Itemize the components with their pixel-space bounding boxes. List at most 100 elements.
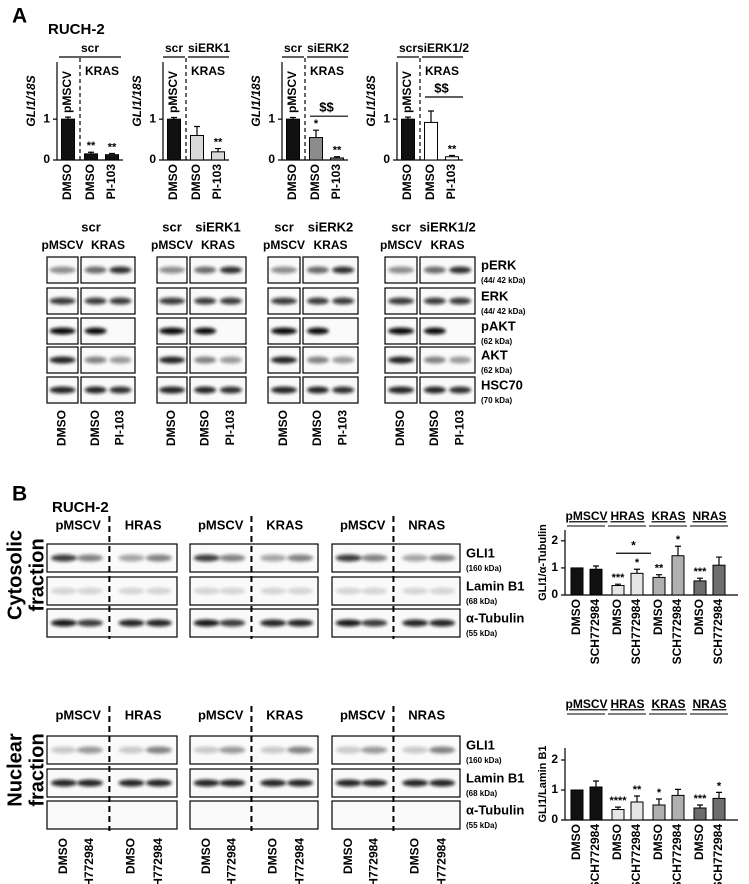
band <box>449 356 472 364</box>
band <box>145 746 172 754</box>
band <box>388 386 414 394</box>
protein-label: α-Tubulin <box>466 802 524 817</box>
y-tick-label: 0 <box>268 152 275 166</box>
blot-frame <box>46 800 178 830</box>
bar <box>105 154 119 161</box>
significance: * <box>657 787 662 799</box>
band <box>76 587 103 595</box>
treatment-label: DMSO <box>341 838 355 874</box>
y-axis-label: GLI1/18S <box>130 75 144 126</box>
treatment-label: DMSO <box>276 410 290 446</box>
band <box>388 327 414 335</box>
band <box>287 619 314 627</box>
treatment-label: DMSO <box>88 410 102 446</box>
group-header: HRAS <box>610 509 644 523</box>
y-tick-label: 1 <box>383 111 390 125</box>
band <box>429 746 456 754</box>
protein-size: (160 kDa) <box>466 564 502 573</box>
band <box>76 554 103 562</box>
protein-size: (55 kDa) <box>466 629 497 638</box>
band <box>109 386 132 394</box>
panel-label: B <box>12 483 27 506</box>
band <box>219 386 242 394</box>
x-tick-label: PI-103 <box>329 164 343 200</box>
y-tick-label: 1 <box>551 782 558 796</box>
band <box>145 587 172 595</box>
band <box>260 587 287 595</box>
lane-label: pMSCV <box>151 238 193 252</box>
lane-label: KRAS <box>91 238 125 252</box>
bar <box>671 794 685 821</box>
group-header: scr <box>399 41 417 55</box>
band <box>76 746 103 754</box>
x-tick-label: SCH772984 <box>629 599 643 665</box>
band <box>50 587 77 595</box>
error-bar <box>593 780 599 787</box>
treatment-label: PI-103 <box>452 410 466 446</box>
lane-label: KRAS <box>201 238 235 252</box>
treatment-label: DMSO <box>265 838 279 874</box>
band <box>219 779 246 787</box>
significance: ** <box>214 136 223 148</box>
band <box>402 619 429 627</box>
protein-size: (62 kDa) <box>481 366 512 375</box>
protein-label: Lamin B1 <box>466 578 525 593</box>
x-tick-label: SCH772984 <box>588 824 602 884</box>
band <box>423 386 446 394</box>
band <box>429 779 456 787</box>
treatment-label: SCH772984 <box>224 838 238 884</box>
band <box>49 356 76 364</box>
band <box>388 356 414 364</box>
band <box>423 297 446 305</box>
x-tick-label: DMSO <box>569 599 583 635</box>
y-tick-label: 0 <box>149 152 156 166</box>
significance: ** <box>448 143 457 155</box>
band <box>84 297 107 305</box>
ras-label: KRAS <box>310 64 344 78</box>
error-bar <box>313 129 319 138</box>
y-tick-label: 1 <box>43 111 50 125</box>
lane-label: pMSCV <box>263 238 305 252</box>
bar <box>84 153 98 161</box>
error-bar <box>656 574 662 578</box>
protein-label: GLI1 <box>466 545 495 560</box>
blot-frame <box>189 800 319 830</box>
treatment-label: PI-103 <box>335 410 349 446</box>
treatment-label: SCH772984 <box>366 838 380 884</box>
y-tick-label: 0 <box>551 587 558 601</box>
lane-label: pMSCV <box>380 238 422 252</box>
band <box>271 266 297 274</box>
error-bar <box>449 154 455 157</box>
band <box>260 746 287 754</box>
error-bar <box>88 151 94 154</box>
bar <box>424 121 438 161</box>
band <box>84 386 107 394</box>
significance: *** <box>612 572 626 584</box>
error-bar <box>697 804 703 808</box>
band <box>49 266 76 274</box>
ras-label: KRAS <box>85 64 119 78</box>
band <box>159 356 185 364</box>
band <box>335 587 362 595</box>
band <box>84 266 107 274</box>
band <box>335 746 362 754</box>
bar <box>330 157 344 161</box>
band <box>402 554 429 562</box>
band <box>145 619 172 627</box>
blot-header: NRAS <box>408 707 445 722</box>
treatment-label: DMSO <box>124 838 138 874</box>
comparison-label: $$ <box>319 100 334 115</box>
x-tick-label: SCH772984 <box>670 824 684 884</box>
band <box>109 266 132 274</box>
protein-label: HSC70 <box>481 377 523 392</box>
band <box>449 386 472 394</box>
band <box>361 779 388 787</box>
protein-label: AKT <box>481 347 508 362</box>
significance: *** <box>694 566 708 578</box>
protein-size: (68 kDa) <box>466 597 497 606</box>
error-bar <box>290 116 296 120</box>
blot-header: siERK1 <box>195 219 241 234</box>
x-tick-label: DMSO <box>423 164 437 200</box>
x-tick-label: SCH772984 <box>629 824 643 884</box>
error-bar <box>215 147 221 152</box>
